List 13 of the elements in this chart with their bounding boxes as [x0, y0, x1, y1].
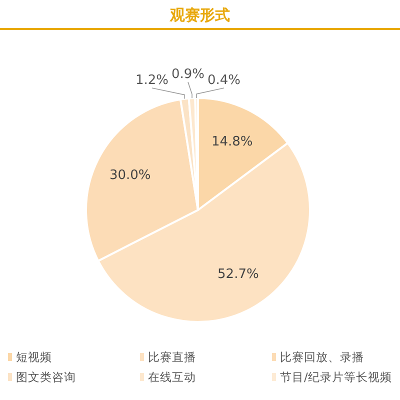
- legend-label: 比赛回放、录播: [280, 350, 364, 364]
- legend-label: 在线互动: [148, 370, 196, 384]
- chart-title: 观赛形式: [169, 6, 230, 24]
- data-label: 52.7%: [218, 267, 259, 282]
- legend-label: 比赛直播: [148, 350, 196, 364]
- legend-label: 节目/纪录片等长视频: [280, 370, 392, 384]
- data-label: 1.2%: [135, 73, 169, 88]
- data-label: 0.4%: [207, 73, 241, 88]
- legend-label: 图文类咨询: [16, 370, 76, 384]
- legend-label: 短视频: [16, 350, 52, 364]
- data-label: 30.0%: [109, 168, 151, 183]
- data-label: 14.8%: [211, 134, 253, 150]
- data-label: 0.9%: [171, 67, 205, 82]
